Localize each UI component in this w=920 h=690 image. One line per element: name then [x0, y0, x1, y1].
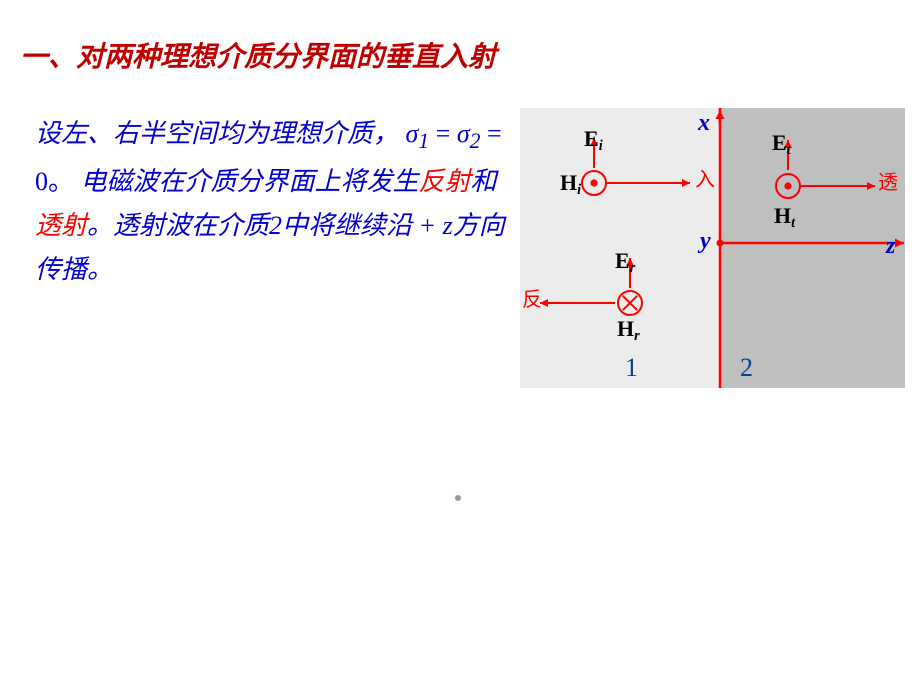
incident-label: 入: [695, 163, 715, 192]
sigma-sub2: 2: [470, 129, 481, 153]
lbl: E: [772, 130, 787, 155]
lbl: H: [560, 170, 577, 195]
reflected-H-label: Hr: [617, 316, 640, 342]
lbl: E: [584, 126, 599, 151]
lbl: H: [774, 203, 791, 228]
lbl: E: [615, 248, 630, 273]
reflect-word: 反射: [419, 167, 471, 196]
para-after: 。透射波在介质2中将继续沿: [87, 211, 412, 240]
plus-z: + z: [412, 211, 453, 240]
wave-diagram: x y z 1 2 Ei Hi 入 Er Hr 反 Et Ht 透: [520, 108, 905, 388]
lbl-sub: t: [787, 142, 791, 158]
transmitted-E-label: Et: [772, 130, 791, 156]
reflected-label: 反: [522, 283, 542, 312]
diagram-svg: [520, 108, 905, 388]
sigma2: σ2: [457, 119, 487, 148]
y-axis-label: y: [700, 228, 711, 255]
lbl: H: [617, 316, 634, 341]
incident-E-label: Ei: [584, 126, 603, 152]
sigma-sym2: σ: [457, 119, 470, 148]
title-text: 一、对两种理想介质分界面的垂直入射: [20, 42, 496, 73]
sigma-sym1: σ: [406, 119, 419, 148]
region-2-label: 2: [740, 353, 753, 383]
incident-H-label: Hi: [560, 170, 581, 196]
sigma-sub1: 1: [418, 129, 429, 153]
page-indicator-dot: [455, 495, 461, 501]
lbl-sub: r: [630, 260, 636, 276]
lbl-sub: r: [634, 328, 640, 344]
lbl-sub: t: [791, 215, 795, 231]
para-pre: 设左、右半空间均为理想介质，: [35, 119, 399, 148]
region-1-label: 1: [625, 353, 638, 383]
and-word: 和: [471, 167, 497, 196]
eq1: =: [436, 119, 457, 148]
reflected-E-label: Er: [615, 248, 635, 274]
body-paragraph: 设左、右半空间均为理想介质， σ1 = σ2 = 0。 电磁波在介质分界面上将发…: [35, 112, 505, 293]
transmitted-label: 透: [878, 166, 898, 195]
z-axis-label: z: [886, 233, 895, 260]
sigma1: σ1: [406, 119, 436, 148]
lbl-sub: i: [599, 138, 603, 154]
lbl-sub: i: [577, 182, 581, 198]
para-mid: 电磁波在介质分界面上将发生: [81, 167, 419, 196]
transmit-word: 透射: [35, 211, 87, 240]
x-axis-label: x: [698, 110, 710, 137]
region-2-rect: [720, 108, 905, 388]
section-title: 一、对两种理想介质分界面的垂直入射: [20, 35, 496, 75]
transmitted-H-label: Ht: [774, 203, 795, 229]
